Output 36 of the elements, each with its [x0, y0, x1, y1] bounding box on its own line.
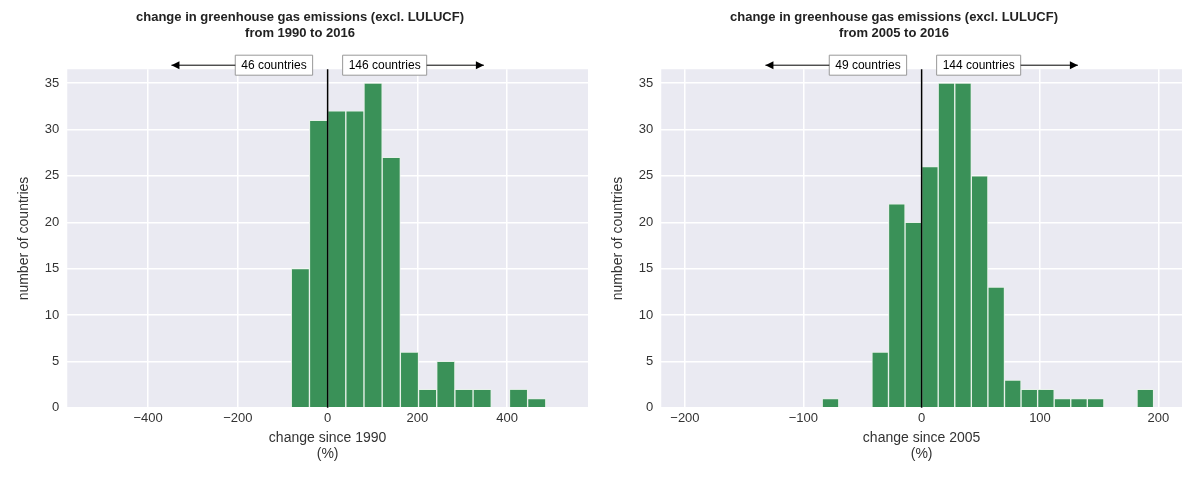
annotation: 49 countries: [835, 57, 901, 72]
y-tick-label: 10: [638, 306, 654, 322]
x-tick-label: 100: [1029, 410, 1051, 426]
annotation: 46 countries: [241, 57, 307, 72]
y-tick-label: 20: [44, 213, 60, 229]
y-tick-label: 5: [646, 352, 654, 368]
y-tick-label: 15: [44, 260, 60, 276]
x-tick-label: −400: [133, 410, 163, 426]
y-tick-label: 15: [638, 260, 654, 276]
x-tick-label: −200: [223, 410, 253, 426]
x-axis-title: change since 1990 (%): [268, 428, 387, 462]
y-tick-label: 0: [52, 399, 60, 415]
y-tick-label: 25: [44, 167, 60, 183]
y-tick-label: 0: [646, 399, 654, 415]
y-tick-label: 35: [44, 74, 60, 90]
annotation: 144 countries: [942, 57, 1015, 72]
y-tick-label: 30: [638, 121, 654, 137]
y-tick-label: 20: [638, 213, 654, 229]
y-tick-label: 25: [638, 167, 654, 183]
y-tick-label: 5: [52, 352, 60, 368]
x-axis-title: change since 2005 (%): [862, 428, 981, 462]
x-tick-label: −100: [788, 410, 818, 426]
annotation: 146 countries: [348, 57, 421, 72]
y-axis-title: number of countries: [609, 176, 626, 301]
chart-title: change in greenhouse gas emissions (excl. LULUCF) from 2005 to 2016: [730, 9, 1058, 40]
y-tick-label: 10: [44, 306, 60, 322]
x-tick-label: 200: [406, 410, 429, 426]
chart-title: change in greenhouse gas emissions (excl. LULUCF) from 1990 to 2016: [136, 9, 464, 40]
y-axis-title: number of countries: [15, 176, 32, 301]
y-tick-label: 35: [638, 74, 654, 90]
x-tick-label: −200: [670, 410, 700, 426]
x-tick-label: 0: [918, 410, 926, 426]
x-tick-label: 0: [324, 410, 332, 426]
x-tick-label: 400: [496, 410, 519, 426]
y-tick-label: 30: [44, 121, 60, 137]
x-tick-label: 200: [1147, 410, 1170, 426]
